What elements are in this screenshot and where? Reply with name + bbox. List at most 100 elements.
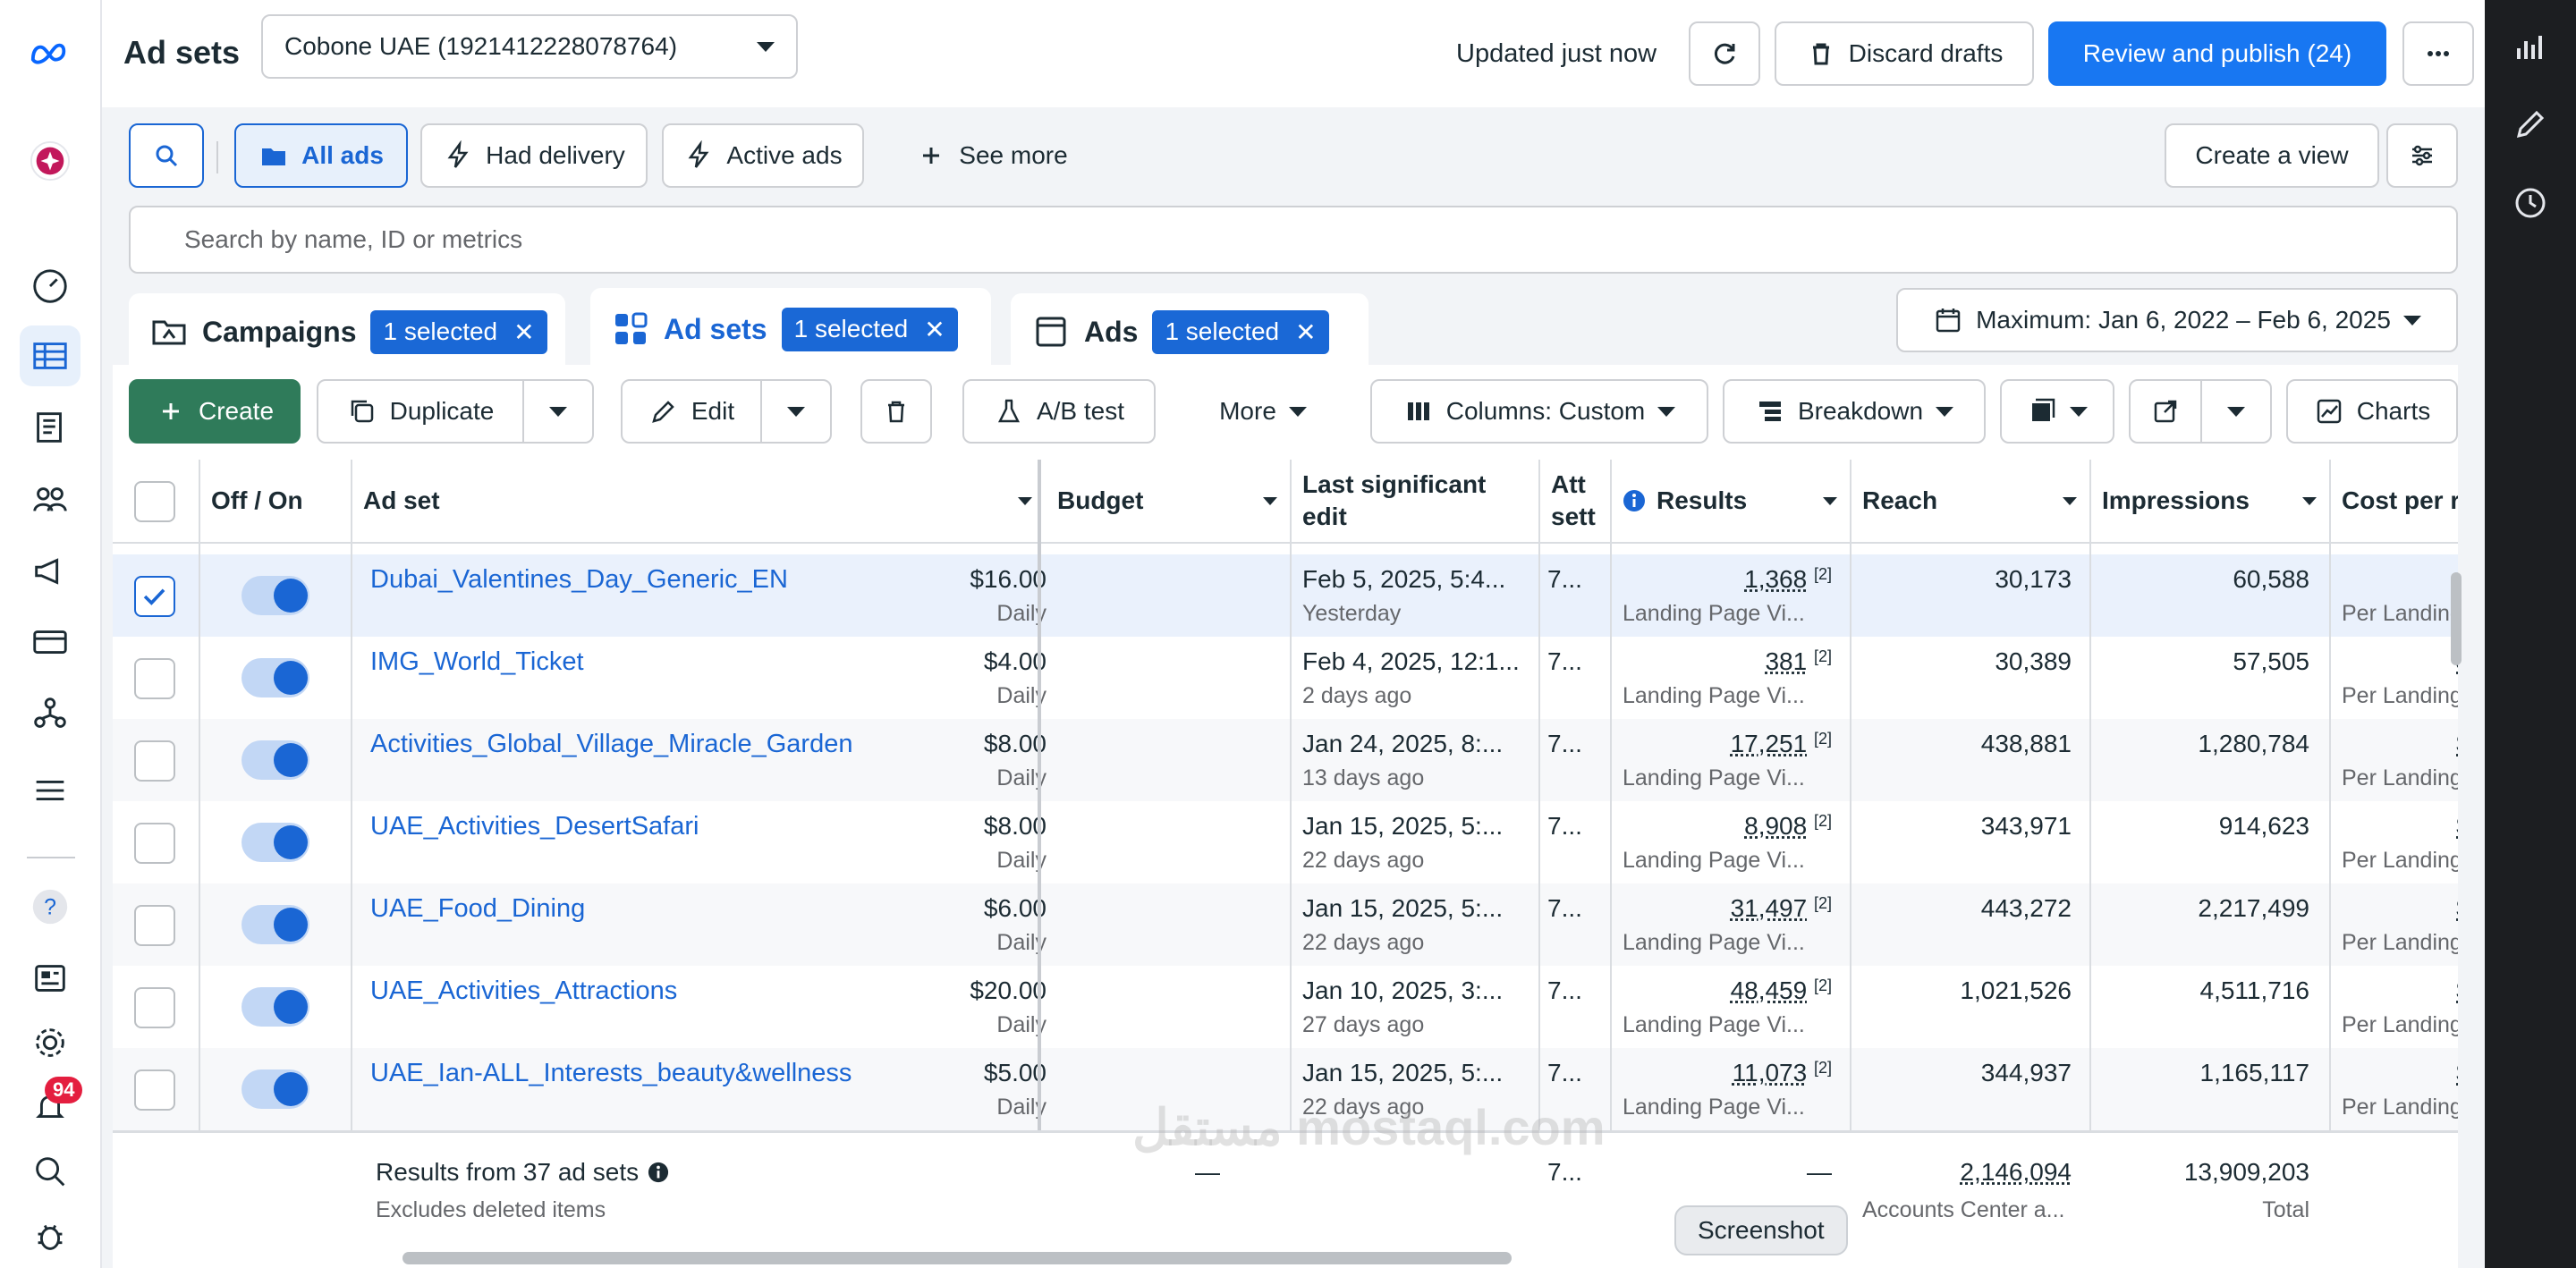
table-row[interactable]: IMG_World_Ticket $4.00 Daily Feb 4, 2025, 1… <box>113 637 2458 719</box>
menu-hamburger-icon[interactable] <box>20 760 80 821</box>
columns-button[interactable]: Columns: Custom <box>1370 379 1708 444</box>
ads-manager-table-icon[interactable] <box>20 325 80 386</box>
see-more-button[interactable]: See more <box>880 123 1104 188</box>
column-header-last-edit[interactable]: Last significant edit <box>1290 460 1538 544</box>
select-all-checkbox[interactable] <box>134 481 175 522</box>
on-off-toggle[interactable] <box>242 987 309 1027</box>
campaigns-selected-chip[interactable]: 1 selected ✕ <box>370 309 547 354</box>
row-checkbox[interactable] <box>134 1069 175 1111</box>
ad-set-name-link[interactable]: Activities_Global_Village_Miracle_Garden <box>370 730 853 758</box>
ad-set-name-link[interactable]: Dubai_Valentines_Day_Generic_EN <box>370 565 788 594</box>
tab-ads[interactable]: Ads 1 selected ✕ <box>1011 293 1368 370</box>
adsets-selected-chip[interactable]: 1 selected ✕ <box>781 307 958 351</box>
bug-report-icon[interactable] <box>20 1205 80 1266</box>
results-value[interactable]: 381 <box>1765 647 1808 675</box>
export-dropdown[interactable] <box>2200 379 2272 444</box>
horizontal-scrollbar[interactable] <box>402 1252 1512 1264</box>
create-view-button[interactable]: Create a view <box>2165 123 2379 188</box>
ad-set-name-link[interactable]: UAE_Activities_DesertSafari <box>370 812 699 841</box>
table-row[interactable]: Dubai_Valentines_Day_Generic_EN $16.00 Dai… <box>113 554 2458 637</box>
table-row[interactable]: UAE_Activities_Attractions $20.00 Daily Jan… <box>113 966 2458 1048</box>
bar-chart-icon[interactable] <box>2512 29 2549 66</box>
search-input[interactable]: Search by name, ID or metrics <box>129 206 2458 274</box>
sort-caret-icon[interactable] <box>1018 496 1032 505</box>
close-icon[interactable]: ✕ <box>924 315 945 343</box>
edit-dropdown[interactable] <box>760 379 832 444</box>
ab-test-button[interactable]: A/B test <box>962 379 1156 444</box>
column-header-cost-per-result[interactable]: Cost per result <box>2329 460 2458 544</box>
more-options-button[interactable] <box>2402 21 2474 86</box>
sort-caret-icon[interactable] <box>2063 496 2077 505</box>
results-value[interactable]: 31,497 <box>1730 894 1808 922</box>
dashboard-gauge-icon[interactable] <box>20 256 80 317</box>
account-selector[interactable]: Cobone UAE (1921412228078764) <box>261 14 798 79</box>
breakdown-button[interactable]: Breakdown <box>1723 379 1986 444</box>
row-checkbox[interactable] <box>134 823 175 864</box>
table-row[interactable]: UAE_Food_Dining $6.00 Daily Jan 15, 2025, 5… <box>113 883 2458 966</box>
date-range-picker[interactable]: Maximum: Jan 6, 2022 – Feb 6, 2025 <box>1896 288 2458 352</box>
pencil-edit-icon[interactable] <box>2512 106 2549 143</box>
ad-set-name-link[interactable]: UAE_Activities_Attractions <box>370 976 678 1005</box>
results-value[interactable]: 1,368 <box>1744 565 1808 593</box>
cost-per-result-value[interactable]: $0.09 <box>2456 730 2458 757</box>
ad-set-name-link[interactable]: UAE_Ian-ALL_Interests_beauty&wellness <box>370 1059 852 1087</box>
on-off-toggle[interactable] <box>242 740 309 780</box>
results-value[interactable]: 11,073 <box>1732 1059 1808 1086</box>
history-clock-icon[interactable] <box>2512 184 2549 222</box>
info-icon[interactable] <box>1623 489 1646 512</box>
refresh-button[interactable] <box>1689 21 1760 86</box>
column-header-attribution[interactable]: Att sett <box>1538 460 1610 544</box>
row-checkbox[interactable] <box>134 905 175 946</box>
tab-campaigns[interactable]: Campaigns 1 selected ✕ <box>129 293 565 370</box>
column-header-impressions[interactable]: Impressions <box>2089 460 2329 544</box>
ads-selected-chip[interactable]: 1 selected ✕ <box>1152 309 1329 354</box>
search-icon[interactable] <box>20 1141 80 1202</box>
filter-had-delivery[interactable]: Had delivery <box>420 123 648 188</box>
help-icon[interactable]: ? <box>20 876 80 937</box>
meta-logo-icon[interactable] <box>20 23 80 84</box>
on-off-toggle[interactable] <box>242 823 309 862</box>
ad-set-name-link[interactable]: UAE_Food_Dining <box>370 894 586 923</box>
table-row[interactable]: UAE_Activities_DesertSafari $8.00 Daily Jan… <box>113 801 2458 883</box>
settings-gear-icon[interactable] <box>20 1012 80 1073</box>
cost-per-result-value[interactable]: $0.13 <box>2456 1059 2458 1086</box>
cost-per-result-value[interactable]: $0.09 <box>2456 894 2458 922</box>
on-off-toggle[interactable] <box>242 1069 309 1109</box>
info-icon[interactable] <box>648 1162 669 1183</box>
cost-per-result-value[interactable]: $0.16 <box>2456 812 2458 840</box>
row-checkbox[interactable] <box>134 987 175 1028</box>
duplicate-dropdown[interactable] <box>522 379 594 444</box>
charts-button[interactable]: Charts <box>2286 379 2458 444</box>
export-button[interactable] <box>2129 379 2202 444</box>
sort-caret-icon[interactable] <box>1823 496 1837 505</box>
close-icon[interactable]: ✕ <box>1295 317 1317 346</box>
review-publish-button[interactable]: Review and publish (24) <box>2048 21 2386 86</box>
delete-button[interactable] <box>860 379 932 444</box>
on-off-toggle[interactable] <box>242 658 309 697</box>
edit-button[interactable]: Edit <box>621 379 762 444</box>
table-row[interactable]: Activities_Global_Village_Miracle_Garden… <box>113 719 2458 801</box>
row-checkbox[interactable] <box>134 740 175 782</box>
summary-reach[interactable]: 2,146,094 <box>1960 1158 2072 1186</box>
news-icon[interactable] <box>20 948 80 1009</box>
results-value[interactable]: 48,459 <box>1730 976 1808 1004</box>
audiences-icon[interactable] <box>20 469 80 529</box>
cost-per-result-value[interactable]: $0.10 <box>2456 976 2458 1004</box>
close-icon[interactable]: ✕ <box>513 317 535 346</box>
row-checkbox[interactable] <box>134 658 175 699</box>
more-button[interactable]: More <box>1175 379 1351 444</box>
vertical-scrollbar[interactable] <box>2451 572 2462 665</box>
table-row[interactable]: UAE_Ian-ALL_Interests_beauty&wellness $5.… <box>113 1048 2458 1130</box>
view-settings-button[interactable] <box>2386 123 2458 188</box>
megaphone-icon[interactable] <box>20 540 80 601</box>
account-avatar[interactable] <box>20 131 80 191</box>
billing-card-icon[interactable] <box>20 612 80 672</box>
discard-drafts-button[interactable]: Discard drafts <box>1775 21 2034 86</box>
column-header-offon[interactable]: Off / On <box>199 460 351 544</box>
column-header-reach[interactable]: Reach <box>1850 460 2089 544</box>
row-checkbox[interactable] <box>134 576 175 617</box>
column-header-results[interactable]: Results <box>1610 460 1850 544</box>
results-value[interactable]: 8,908 <box>1744 812 1808 840</box>
filter-active-ads[interactable]: Active ads <box>662 123 864 188</box>
business-network-icon[interactable] <box>20 683 80 744</box>
